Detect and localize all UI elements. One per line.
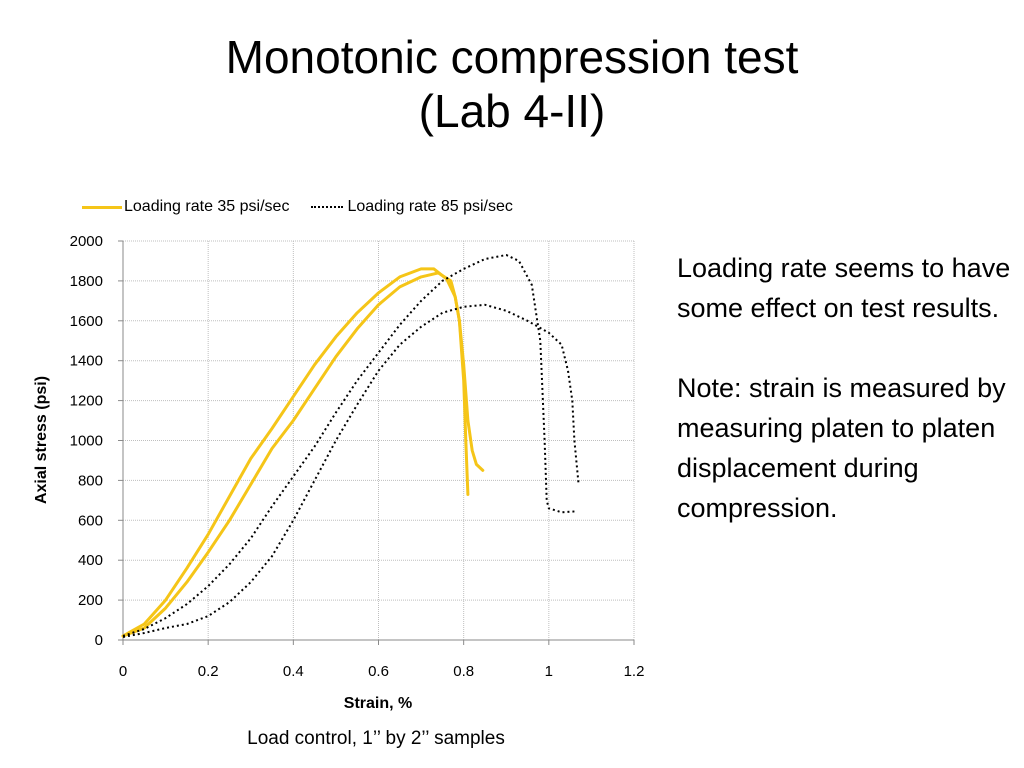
legend-label-rate35: Loading rate 35 psi/sec <box>124 198 290 215</box>
note-loading-rate: Loading rate seems to have some effect o… <box>677 253 1011 323</box>
series-rate85-curve-2 <box>122 303 580 638</box>
x-tick-label: 1 <box>545 663 553 680</box>
x-tick-label: 0 <box>119 663 127 680</box>
legend-label-rate85: Loading rate 85 psi/sec <box>347 198 513 215</box>
legend-swatch-dotted <box>311 206 344 208</box>
y-tick-label: 600 <box>78 512 103 529</box>
x-tick-label: 1.2 <box>624 663 645 680</box>
slide-title: Monotonic compression test (Lab 4-II) <box>0 30 1024 138</box>
legend-swatch-solid <box>82 205 122 209</box>
series-rate35-curve-1 <box>121 267 470 638</box>
x-tick-label: 0.2 <box>198 663 219 680</box>
y-tick-label: 800 <box>78 472 103 489</box>
grid-layer <box>122 240 635 641</box>
chart-legend: Loading rate 35 psi/sec Loading rate 85 … <box>82 197 535 217</box>
y-tick-label: 400 <box>78 552 103 569</box>
title-line-2: (Lab 4-II) <box>418 85 606 137</box>
note-strain-measurement: Note: strain is measured by measuring pl… <box>677 373 1006 523</box>
y-axis-label: Axial stress (psi) <box>33 376 50 504</box>
y-tick-label: 2000 <box>70 233 103 250</box>
y-tick-label: 1200 <box>70 393 103 410</box>
x-axis-label: Strain, % <box>344 695 412 712</box>
y-tick-label: 1400 <box>70 353 103 370</box>
x-tick-label: 0.4 <box>283 663 304 680</box>
x-tick-label: 0.8 <box>453 663 474 680</box>
legend-item-rate35: Loading rate 35 psi/sec <box>82 198 289 216</box>
y-tick-label: 1800 <box>70 273 103 290</box>
y-tick-label: 1600 <box>70 313 103 330</box>
x-tick-label: 0.6 <box>368 663 389 680</box>
y-tick-label: 0 <box>95 632 103 649</box>
legend-item-rate85: Loading rate 85 psi/sec <box>311 198 513 216</box>
stress-strain-chart: 0 200 400 600 800 1000 1200 1400 1600 1800 2000 0 0.… <box>33 233 645 712</box>
chart-caption: Load control, 1’’ by 2’’ samples <box>247 728 505 749</box>
axis-layer: 0 200 400 600 800 1000 1200 1400 1600 1800 2000 0 0.… <box>70 233 645 680</box>
series-layer <box>121 254 580 638</box>
side-notes: Loading rate seems to have some effect o… <box>677 248 1022 568</box>
title-line-1: Monotonic compression test <box>225 31 799 83</box>
series-rate35-curve-2 <box>121 271 485 638</box>
y-tick-label: 200 <box>78 592 103 609</box>
y-tick-label: 1000 <box>70 433 103 450</box>
